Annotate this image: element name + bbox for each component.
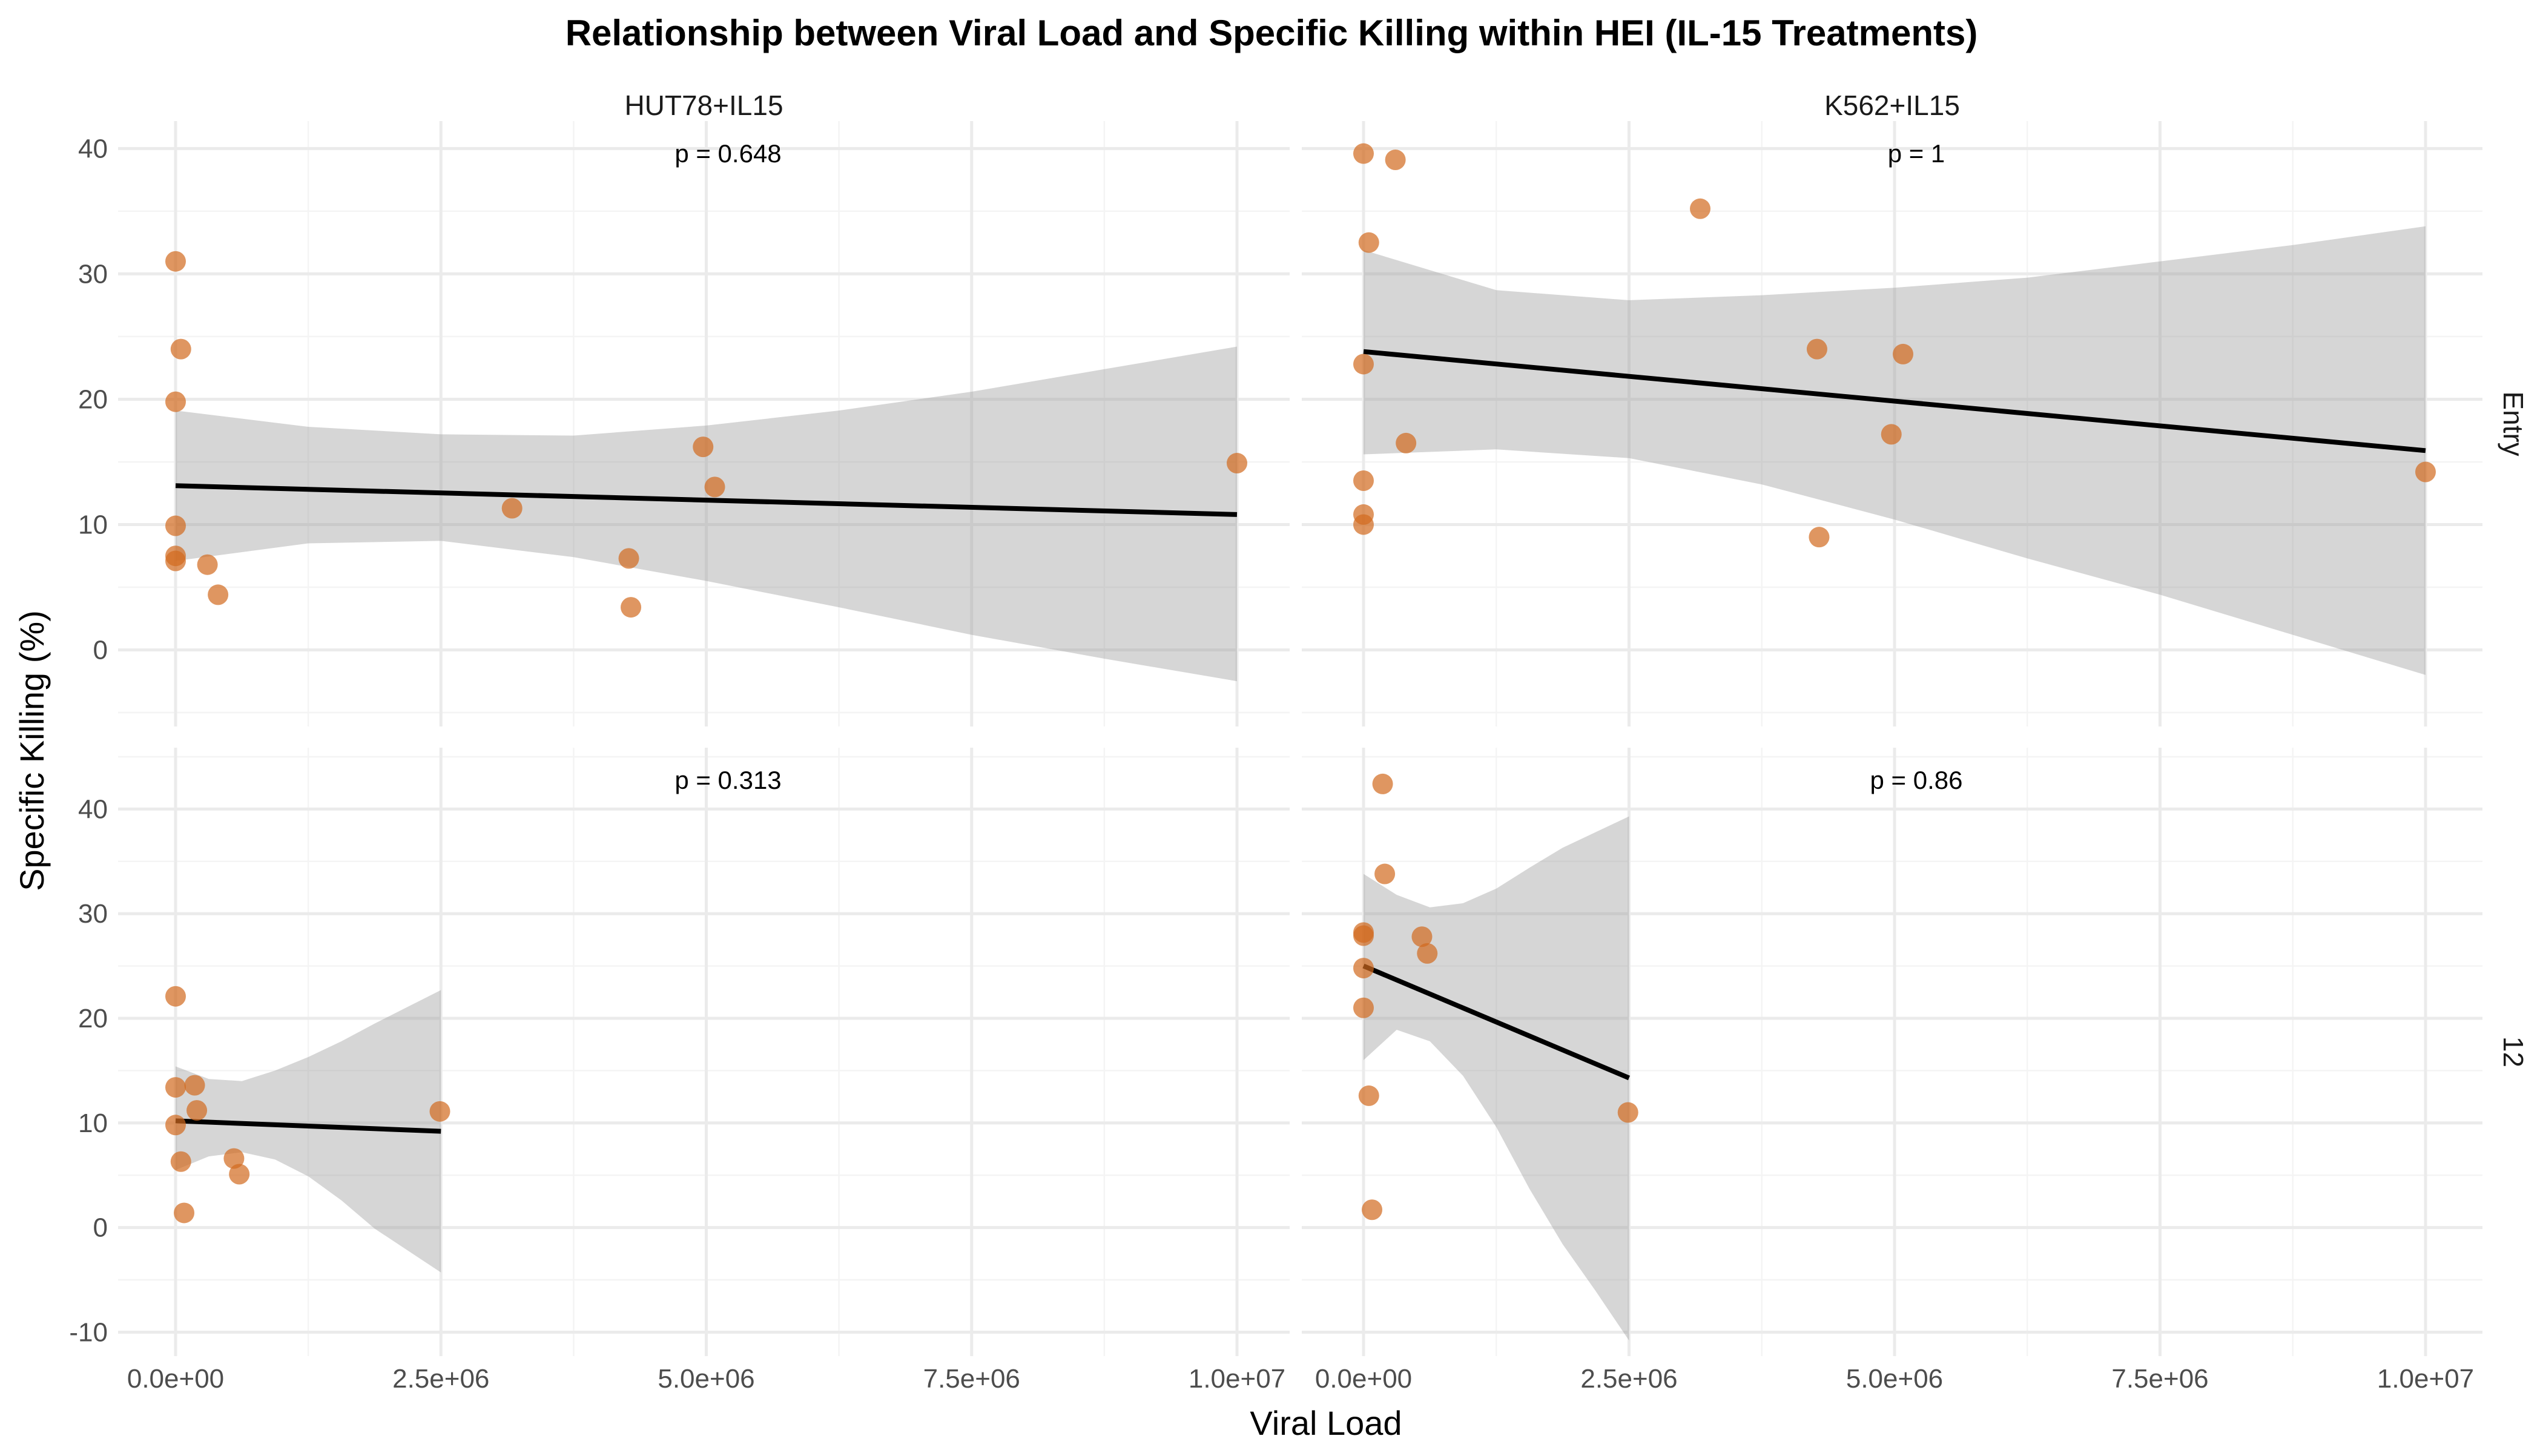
x-tick-label: 5.0e+06 <box>1846 1364 1943 1394</box>
data-point <box>208 584 229 605</box>
data-point <box>174 1202 195 1224</box>
x-tick-label: 1.0e+07 <box>1189 1364 1285 1394</box>
panel-k562-il15-entry: p = 1 <box>1353 139 2436 675</box>
panel-hut78-il15-entry: p = 0.648 <box>165 139 1247 682</box>
panel-grid-hut78-il15-12 <box>118 748 1290 1356</box>
data-point <box>223 1148 245 1169</box>
data-point <box>165 1077 186 1098</box>
data-point <box>165 391 186 412</box>
y-tick-label: 0 <box>93 1213 108 1243</box>
regression-line <box>175 1118 441 1134</box>
data-point <box>1411 926 1433 947</box>
data-point <box>1353 354 1374 375</box>
p-value-label: p = 0.648 <box>675 139 781 168</box>
y-tick-label: -10 <box>69 1317 108 1347</box>
y-tick-label: 0 <box>93 635 108 665</box>
panel-k562-il15-12: p = 0.86 <box>1353 766 1963 1341</box>
strip-label-k562-il15: K562+IL15 <box>1824 90 1960 121</box>
data-point <box>1396 432 1417 453</box>
data-point <box>165 550 186 572</box>
confidence-ribbon <box>1364 226 2426 675</box>
data-point <box>429 1101 450 1122</box>
data-point <box>165 986 186 1007</box>
data-point <box>1417 943 1438 964</box>
p-value-label: p = 1 <box>1888 139 1945 168</box>
data-point <box>1353 514 1374 535</box>
regression-line <box>175 483 1238 517</box>
confidence-ribbon <box>176 346 1237 682</box>
data-point <box>1353 958 1374 979</box>
data-point <box>1893 343 1914 364</box>
data-point <box>1809 527 1830 548</box>
x-tick-label: 2.5e+06 <box>1580 1364 1677 1394</box>
chart-title: Relationship between Viral Load and Spec… <box>566 13 1978 53</box>
facet-panels: p = 0.648 p = 1 p = 0.313 p = 0.86 HUT78+IL1… <box>69 90 2529 1394</box>
data-point <box>1372 773 1393 794</box>
data-point <box>2415 461 2436 483</box>
y-axis-title: Specific Killing (%) <box>13 610 51 891</box>
data-point <box>1353 143 1374 164</box>
panel-grid-k562-il15-12 <box>1302 748 2482 1356</box>
panel-grid-hut78-il15-entry <box>118 121 1290 726</box>
strip-label-hut78-il15: HUT78+IL15 <box>624 90 783 121</box>
strip-label-entry: Entry <box>2498 391 2529 456</box>
y-tick-label: 20 <box>78 1004 108 1033</box>
x-tick-label: 0.0e+00 <box>1315 1364 1412 1394</box>
data-point <box>170 1151 191 1172</box>
regression-line <box>1362 963 1631 1081</box>
data-point <box>184 1075 205 1096</box>
data-point <box>1358 232 1379 253</box>
x-tick-label: 7.5e+06 <box>2111 1364 2208 1394</box>
data-point <box>165 251 186 272</box>
x-axis-title: Viral Load <box>1250 1404 1402 1442</box>
x-tick-label: 7.5e+06 <box>923 1364 1020 1394</box>
y-tick-label: 40 <box>78 134 108 163</box>
data-point <box>704 476 725 498</box>
data-point <box>1227 453 1247 474</box>
y-tick-label: 20 <box>78 384 108 414</box>
x-tick-label: 1.0e+07 <box>2377 1364 2474 1394</box>
data-point <box>186 1100 208 1121</box>
data-point <box>501 498 523 519</box>
y-tick-label: 40 <box>78 794 108 824</box>
data-point <box>229 1164 250 1185</box>
data-point <box>621 597 642 618</box>
data-point <box>1353 470 1374 492</box>
data-point <box>1881 424 1902 445</box>
regression-line <box>1363 349 2426 453</box>
data-point <box>1353 925 1374 946</box>
data-point <box>197 554 218 575</box>
data-point <box>170 338 191 360</box>
p-value-label: p = 0.313 <box>675 766 781 794</box>
data-point <box>618 548 639 569</box>
y-tick-label: 30 <box>78 899 108 929</box>
data-point <box>165 515 186 536</box>
x-tick-label: 5.0e+06 <box>658 1364 754 1394</box>
data-point <box>693 436 714 458</box>
data-point <box>1617 1102 1638 1123</box>
confidence-ribbon <box>176 990 441 1273</box>
y-tick-label: 30 <box>78 259 108 289</box>
data-point <box>1385 150 1406 171</box>
p-value-label: p = 0.86 <box>1870 766 1963 794</box>
x-tick-label: 2.5e+06 <box>392 1364 489 1394</box>
data-point <box>1353 997 1374 1018</box>
data-point <box>1690 198 1711 219</box>
panel-hut78-il15-12: p = 0.313 <box>165 766 782 1273</box>
data-point <box>1358 1085 1379 1106</box>
strip-label-12: 12 <box>2498 1036 2529 1067</box>
data-point <box>1362 1199 1383 1220</box>
data-point <box>1374 863 1396 884</box>
panel-grid-k562-il15-entry <box>1302 121 2482 726</box>
x-tick-label: 0.0e+00 <box>127 1364 224 1394</box>
data-point <box>165 1115 186 1136</box>
data-point <box>1806 338 1827 360</box>
y-tick-label: 10 <box>78 1108 108 1138</box>
y-tick-label: 10 <box>78 510 108 539</box>
